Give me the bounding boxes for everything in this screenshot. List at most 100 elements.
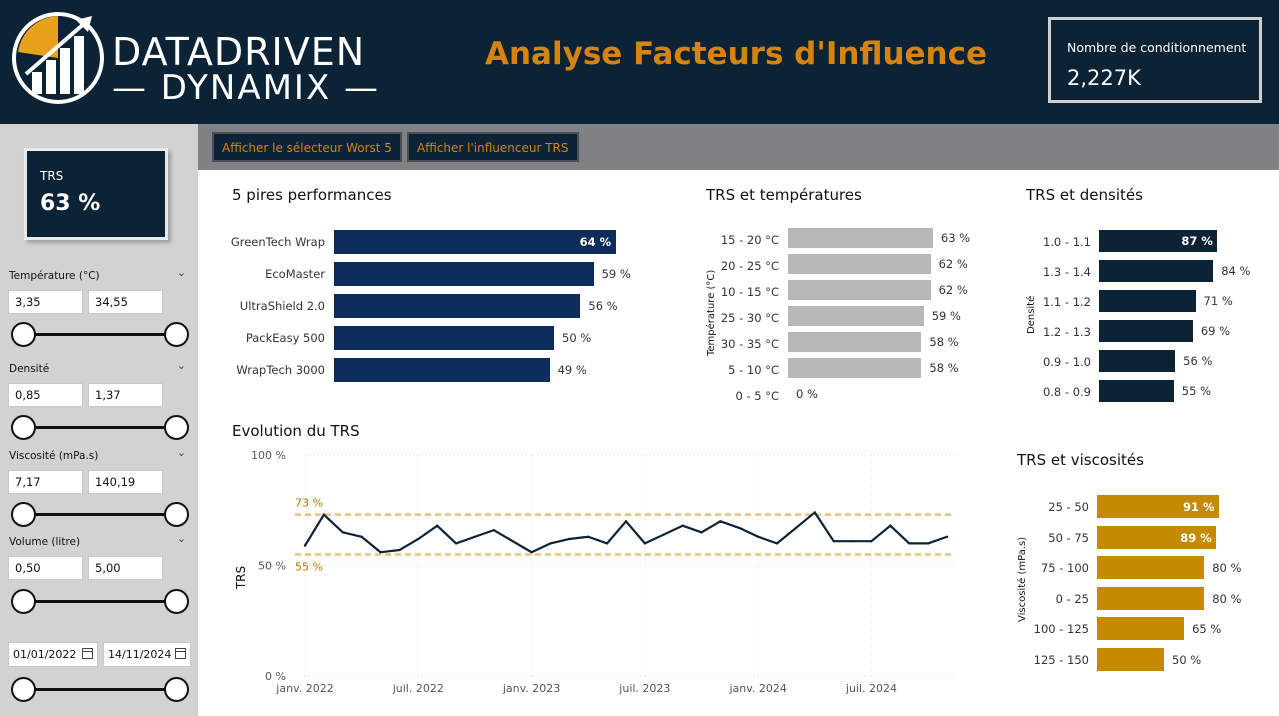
y-tick-label: 50 %: [258, 560, 286, 573]
bar[interactable]: [1099, 350, 1176, 372]
bar-category-label: 1.1 - 1.2: [1042, 295, 1091, 309]
volume-slider-min-handle[interactable]: [11, 589, 36, 614]
bar-category-label: 30 - 35 °C: [720, 337, 779, 351]
bar[interactable]: [788, 228, 933, 248]
bar[interactable]: [1097, 556, 1205, 580]
date-slider-max-handle[interactable]: [164, 677, 189, 702]
trs-data-point: [738, 526, 741, 530]
densite-slider-track[interactable]: [16, 426, 168, 429]
trs-data-point: [322, 513, 326, 516]
y-tick-label: 100 %: [251, 449, 286, 462]
bar-value-label: 91 %: [1182, 500, 1215, 514]
filter-title: Volume (litre): [9, 536, 81, 548]
bar[interactable]: [788, 254, 931, 274]
bar[interactable]: [788, 280, 931, 300]
bar[interactable]: [334, 326, 554, 350]
bar-category-label: 15 - 20 °C: [720, 233, 779, 247]
trs-data-point: [832, 539, 835, 543]
bar-value-label: 71 %: [1203, 294, 1233, 308]
temperature-slider-track[interactable]: [16, 333, 168, 336]
filter-sidebar: TRS 63 % Température (°C) ⌄ 3,35 34,55 D…: [0, 124, 198, 716]
date-from-text: 01/01/2022: [13, 648, 77, 661]
date-to-text: 14/11/2024: [108, 648, 172, 661]
trs-data-point: [587, 535, 590, 538]
calendar-icon[interactable]: [175, 648, 186, 659]
volume-min-input[interactable]: 0,50: [8, 556, 83, 580]
bar[interactable]: [334, 230, 616, 254]
evolution-title: Evolution du TRS: [232, 422, 360, 440]
kpi-trs-value: 63 %: [40, 191, 101, 216]
temperature-min-input[interactable]: 3,35: [8, 290, 83, 314]
bar[interactable]: [1099, 260, 1214, 282]
show-worst5-selector-button[interactable]: Afficher le sélecteur Worst 5: [212, 132, 402, 162]
bar[interactable]: [1097, 525, 1217, 549]
temperature-slider-max-handle[interactable]: [164, 322, 189, 347]
trs-data-point: [813, 511, 817, 514]
temperatures-axis-title: Température (°C): [706, 269, 717, 356]
densite-max-input[interactable]: 1,37: [88, 383, 163, 407]
trs-data-point: [851, 539, 854, 543]
bar-value-label: 59 %: [601, 267, 631, 281]
filter-title: Densité: [9, 363, 50, 375]
date-from-input[interactable]: 01/01/2022: [8, 642, 98, 667]
date-slider-min-handle[interactable]: [11, 677, 36, 702]
viscosite-slider-min-handle[interactable]: [11, 502, 36, 527]
bar-value-label: 59 %: [931, 309, 961, 323]
calendar-icon[interactable]: [82, 648, 93, 659]
viscosite-slider-max-handle[interactable]: [164, 502, 189, 527]
densite-min-input[interactable]: 0,85: [8, 383, 83, 407]
show-trs-influencer-button[interactable]: Afficher l'influenceur TRS: [407, 132, 579, 162]
bar[interactable]: [334, 262, 594, 286]
reference-line-label: 73 %: [295, 497, 323, 510]
bar-value-label: 62 %: [938, 283, 968, 297]
chevron-down-icon[interactable]: ⌄: [176, 532, 186, 545]
temperature-slider-min-handle[interactable]: [11, 322, 36, 347]
volume-slider-track[interactable]: [16, 600, 168, 603]
bar[interactable]: [1097, 495, 1219, 518]
bar-category-label: 0 - 25: [1055, 591, 1089, 606]
bar-category-label: 25 - 50: [1048, 500, 1089, 514]
chevron-down-icon[interactable]: ⌄: [176, 446, 186, 459]
trs-data-point: [681, 524, 684, 527]
temperature-max-input[interactable]: 34,55: [88, 290, 163, 314]
bar-category-label: PackEasy 500: [245, 331, 325, 345]
date-slider-track[interactable]: [16, 688, 168, 691]
bar[interactable]: [1097, 617, 1185, 641]
trs-data-point: [379, 551, 382, 554]
chevron-down-icon[interactable]: ⌄: [176, 359, 186, 372]
logo-line1: DATADRIVEN: [112, 30, 366, 74]
trs-data-point: [605, 542, 609, 545]
bar[interactable]: [334, 294, 581, 318]
bar[interactable]: [788, 306, 924, 326]
bar[interactable]: [1097, 586, 1205, 610]
trs-data-point: [794, 526, 798, 530]
bar-value-label: 50 %: [562, 331, 592, 345]
trs-data-point: [454, 542, 458, 545]
kpi-value: 2,227K: [1067, 66, 1141, 90]
chevron-down-icon[interactable]: ⌄: [176, 266, 186, 279]
bar-category-label: 20 - 25 °C: [720, 259, 779, 273]
x-tick-label: janv. 2022: [275, 682, 333, 695]
bar[interactable]: [334, 358, 550, 382]
bar-value-label: 65 %: [1192, 622, 1222, 637]
bar[interactable]: [1099, 290, 1196, 312]
bar[interactable]: [788, 332, 922, 352]
bar[interactable]: [1097, 648, 1164, 671]
bar-value-label: 0 %: [796, 387, 818, 401]
densites-axis-title: Densité: [1026, 295, 1037, 334]
bar[interactable]: [1099, 320, 1193, 342]
bar[interactable]: [1099, 230, 1218, 252]
densite-slider-max-handle[interactable]: [164, 415, 189, 440]
date-to-input[interactable]: 14/11/2024: [103, 642, 191, 667]
volume-max-input[interactable]: 5,00: [88, 556, 163, 580]
bar-category-label: 1.3 - 1.4: [1042, 265, 1091, 279]
trs-data-point: [473, 535, 477, 538]
densite-slider-min-handle[interactable]: [11, 415, 36, 440]
trs-data-point: [568, 537, 571, 541]
bar[interactable]: [1099, 380, 1174, 402]
bar[interactable]: [788, 358, 922, 378]
volume-slider-max-handle[interactable]: [164, 589, 189, 614]
viscosite-slider-track[interactable]: [16, 513, 168, 516]
viscosite-max-input[interactable]: 140,19: [88, 470, 163, 494]
viscosite-min-input[interactable]: 7,17: [8, 470, 83, 494]
